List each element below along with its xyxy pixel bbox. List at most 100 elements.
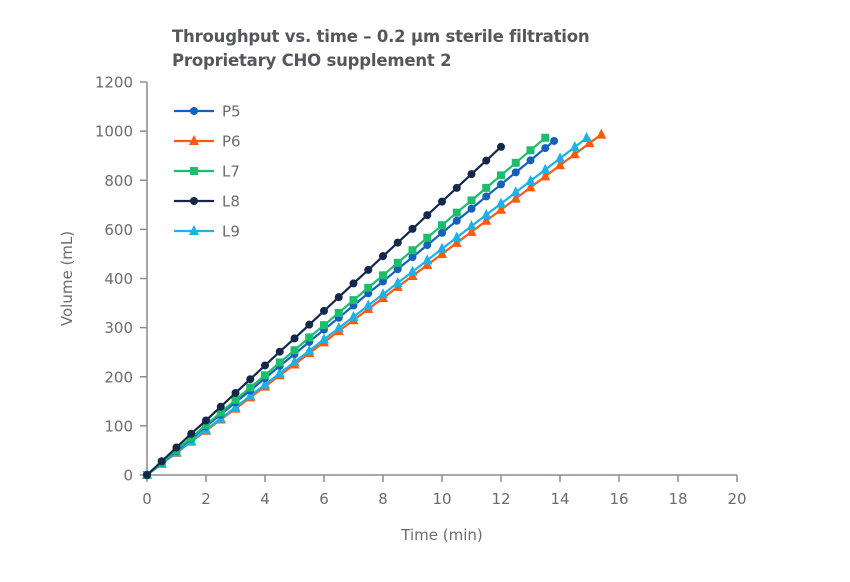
series-l7 [143, 133, 550, 479]
data-point [452, 183, 461, 192]
data-point [202, 416, 210, 425]
data-point [304, 344, 315, 355]
data-point [438, 197, 446, 206]
data-point [245, 389, 256, 400]
data-point [305, 333, 314, 342]
data-point [190, 107, 198, 115]
data-point [290, 346, 299, 355]
chart-subtitle: Proprietary CHO supplement 2 [172, 51, 452, 70]
data-point [364, 283, 373, 292]
data-point [540, 163, 551, 174]
data-point [231, 388, 240, 397]
data-point [172, 443, 181, 452]
x-tick-label: 18 [668, 490, 687, 508]
legend-label: P6 [222, 133, 241, 151]
y-tick-label: 0 [123, 467, 133, 485]
data-point [451, 236, 462, 247]
data-point [497, 142, 505, 151]
data-point [320, 306, 328, 315]
data-point [438, 228, 446, 237]
data-point [216, 402, 225, 411]
data-point [437, 247, 447, 258]
data-point [378, 288, 388, 299]
data-point [190, 197, 198, 205]
data-point [393, 238, 402, 247]
chart-title: Throughput vs. time – 0.2 µm sterile fil… [172, 27, 590, 46]
data-point [320, 321, 328, 330]
data-point [467, 204, 476, 213]
data-point [423, 211, 432, 220]
data-point [290, 334, 299, 343]
series-line [146, 136, 546, 476]
data-point [437, 242, 447, 253]
y-tick-label: 100 [104, 417, 133, 435]
data-point [261, 361, 269, 370]
x-tick-label: 6 [319, 490, 329, 508]
data-point [408, 246, 417, 255]
data-point [187, 429, 196, 438]
data-point [541, 133, 550, 142]
data-point [438, 221, 446, 230]
data-point [496, 203, 506, 214]
x-tick-label: 20 [727, 490, 746, 508]
data-point [511, 168, 520, 177]
y-tick-label: 300 [104, 319, 133, 337]
data-point [525, 181, 536, 192]
y-tick-label: 200 [104, 368, 133, 386]
data-point [363, 299, 374, 310]
data-point [305, 320, 314, 329]
y-tick-label: 1000 [95, 123, 133, 141]
data-point [452, 216, 461, 225]
data-point [334, 293, 343, 302]
data-point [467, 170, 476, 179]
data-point [550, 136, 559, 145]
x-tick-label: 10 [432, 490, 451, 508]
data-point [260, 378, 270, 389]
legend-label: L7 [222, 163, 240, 181]
data-point [349, 296, 358, 305]
data-point [581, 132, 592, 143]
data-point [422, 254, 433, 265]
data-point [526, 146, 535, 155]
data-point [246, 375, 255, 384]
data-point [334, 308, 343, 317]
x-tick-label: 8 [378, 490, 388, 508]
data-point [333, 322, 344, 333]
y-tick-label: 800 [104, 172, 133, 190]
data-point [275, 347, 284, 356]
data-point [349, 279, 358, 288]
x-tick-label: 4 [260, 490, 270, 508]
data-point [392, 276, 403, 287]
data-point [496, 197, 506, 208]
legend-label: L9 [222, 223, 240, 241]
legend-item-l7: L7 [174, 163, 240, 181]
x-tick-label: 2 [201, 490, 211, 508]
x-tick-label: 16 [609, 490, 628, 508]
data-point [451, 231, 462, 242]
data-point [364, 265, 373, 274]
series-l8 [143, 142, 505, 479]
data-point [466, 225, 477, 236]
data-point [467, 196, 476, 205]
data-point [246, 383, 255, 392]
y-tick-label: 600 [104, 221, 133, 239]
data-point [526, 156, 535, 165]
data-point [541, 144, 550, 153]
data-point [275, 358, 284, 367]
data-point [555, 159, 565, 170]
legend-item-p6: P6 [174, 133, 241, 151]
legend-item-l9: L9 [174, 223, 240, 241]
y-tick-label: 1200 [95, 74, 133, 92]
data-point [348, 310, 359, 321]
legend-label: P5 [222, 103, 241, 121]
data-point [423, 233, 432, 242]
data-point [423, 241, 432, 250]
data-point [379, 277, 387, 286]
data-point [143, 471, 151, 479]
x-tick-label: 0 [142, 490, 152, 508]
legend-item-l8: L8 [174, 193, 240, 211]
data-point [452, 208, 461, 217]
y-tick-label: 400 [104, 270, 133, 288]
